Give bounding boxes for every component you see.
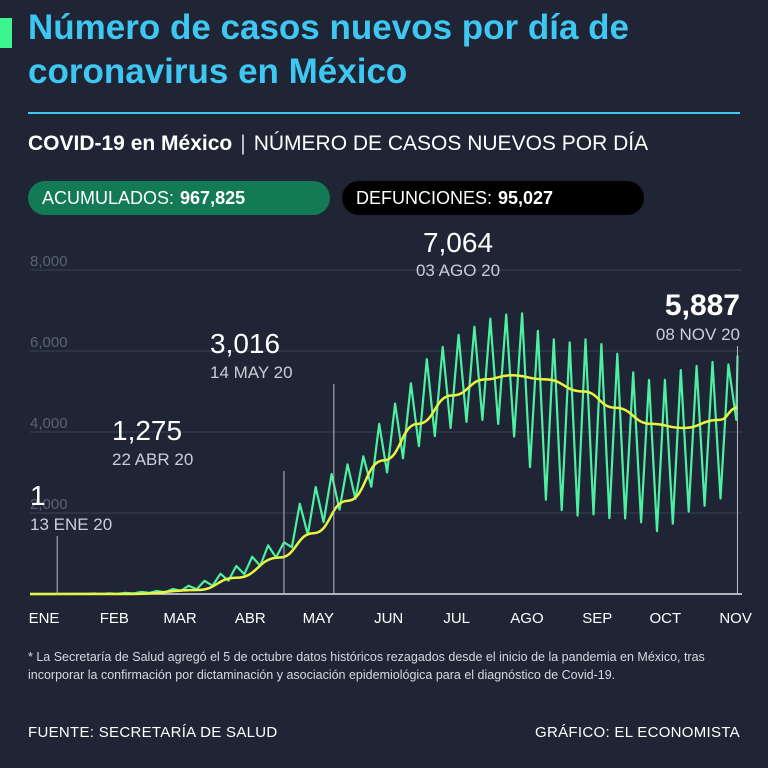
- x-tick-label: ENE: [29, 610, 60, 627]
- annotation-value: 1: [30, 480, 46, 511]
- defunciones-badge: DEFUNCIONES: 95,027: [342, 181, 644, 215]
- footnote: * La Secretaría de Salud agregó el 5 de …: [28, 650, 705, 682]
- annotation-date: 14 MAY 20: [210, 363, 293, 382]
- subtitle-text: NÚMERO DE CASOS NUEVOS POR DÍA: [253, 132, 649, 155]
- trend-line: [30, 374, 738, 596]
- annotation-value: 5,887: [665, 289, 740, 322]
- subtitle-separator: |: [240, 132, 246, 155]
- x-tick-label: ABR: [235, 610, 266, 627]
- x-tick-label: JUN: [374, 610, 403, 627]
- chart-subtitle: COVID-19 en México | NÚMERO DE CASOS NUEVO…: [28, 132, 648, 156]
- title-accent-bar: [0, 18, 12, 48]
- x-tick-label: JUL: [443, 610, 470, 627]
- subtitle-bold: COVID-19 en México: [28, 132, 233, 155]
- annotation-date: 22 ABR 20: [112, 450, 193, 469]
- x-tick-label: FEB: [100, 610, 129, 627]
- cases-chart: 2,000 4,000 6,000 8,000 ENE FEB MAR ABR MAY JUN JU…: [29, 227, 752, 627]
- y-tick-label: 6,000: [30, 334, 68, 351]
- x-tick-label: MAY: [303, 610, 334, 627]
- acumulados-badge: ACUMULADOS: 967,825: [28, 181, 330, 215]
- acumulados-label: ACUMULADOS:: [42, 187, 175, 208]
- y-tick-label: 8,000: [30, 253, 68, 270]
- defunciones-value: 95,027: [498, 187, 554, 208]
- annotation-date: 08 NOV 20: [656, 325, 740, 344]
- title-divider: [28, 112, 740, 114]
- x-tick-label: AGO: [510, 610, 543, 627]
- source-credit: FUENTE: SECRETARÍA DE SALUD: [28, 724, 278, 741]
- x-tick-label: NOV: [719, 610, 752, 627]
- annotation-value: 7,064: [423, 227, 493, 258]
- annotation-date: 03 AGO 20: [416, 261, 500, 280]
- x-tick-label: SEP: [582, 610, 612, 627]
- y-tick-label: 2,000: [30, 496, 68, 513]
- acumulados-value: 967,825: [180, 187, 246, 208]
- y-tick-label: 4,000: [30, 415, 68, 432]
- annotation-value: 1,275: [112, 415, 182, 446]
- annotation-value: 3,016: [210, 328, 280, 359]
- x-tick-label: OCT: [649, 610, 681, 627]
- page-title: Número de casos nuevos por día de corona…: [28, 8, 629, 91]
- x-tick-label: MAR: [163, 610, 197, 627]
- graphic-credit: GRÁFICO: EL ECONOMISTA: [535, 724, 740, 741]
- annotation-date: 13 ENE 20: [30, 515, 112, 534]
- defunciones-label: DEFUNCIONES:: [356, 187, 493, 208]
